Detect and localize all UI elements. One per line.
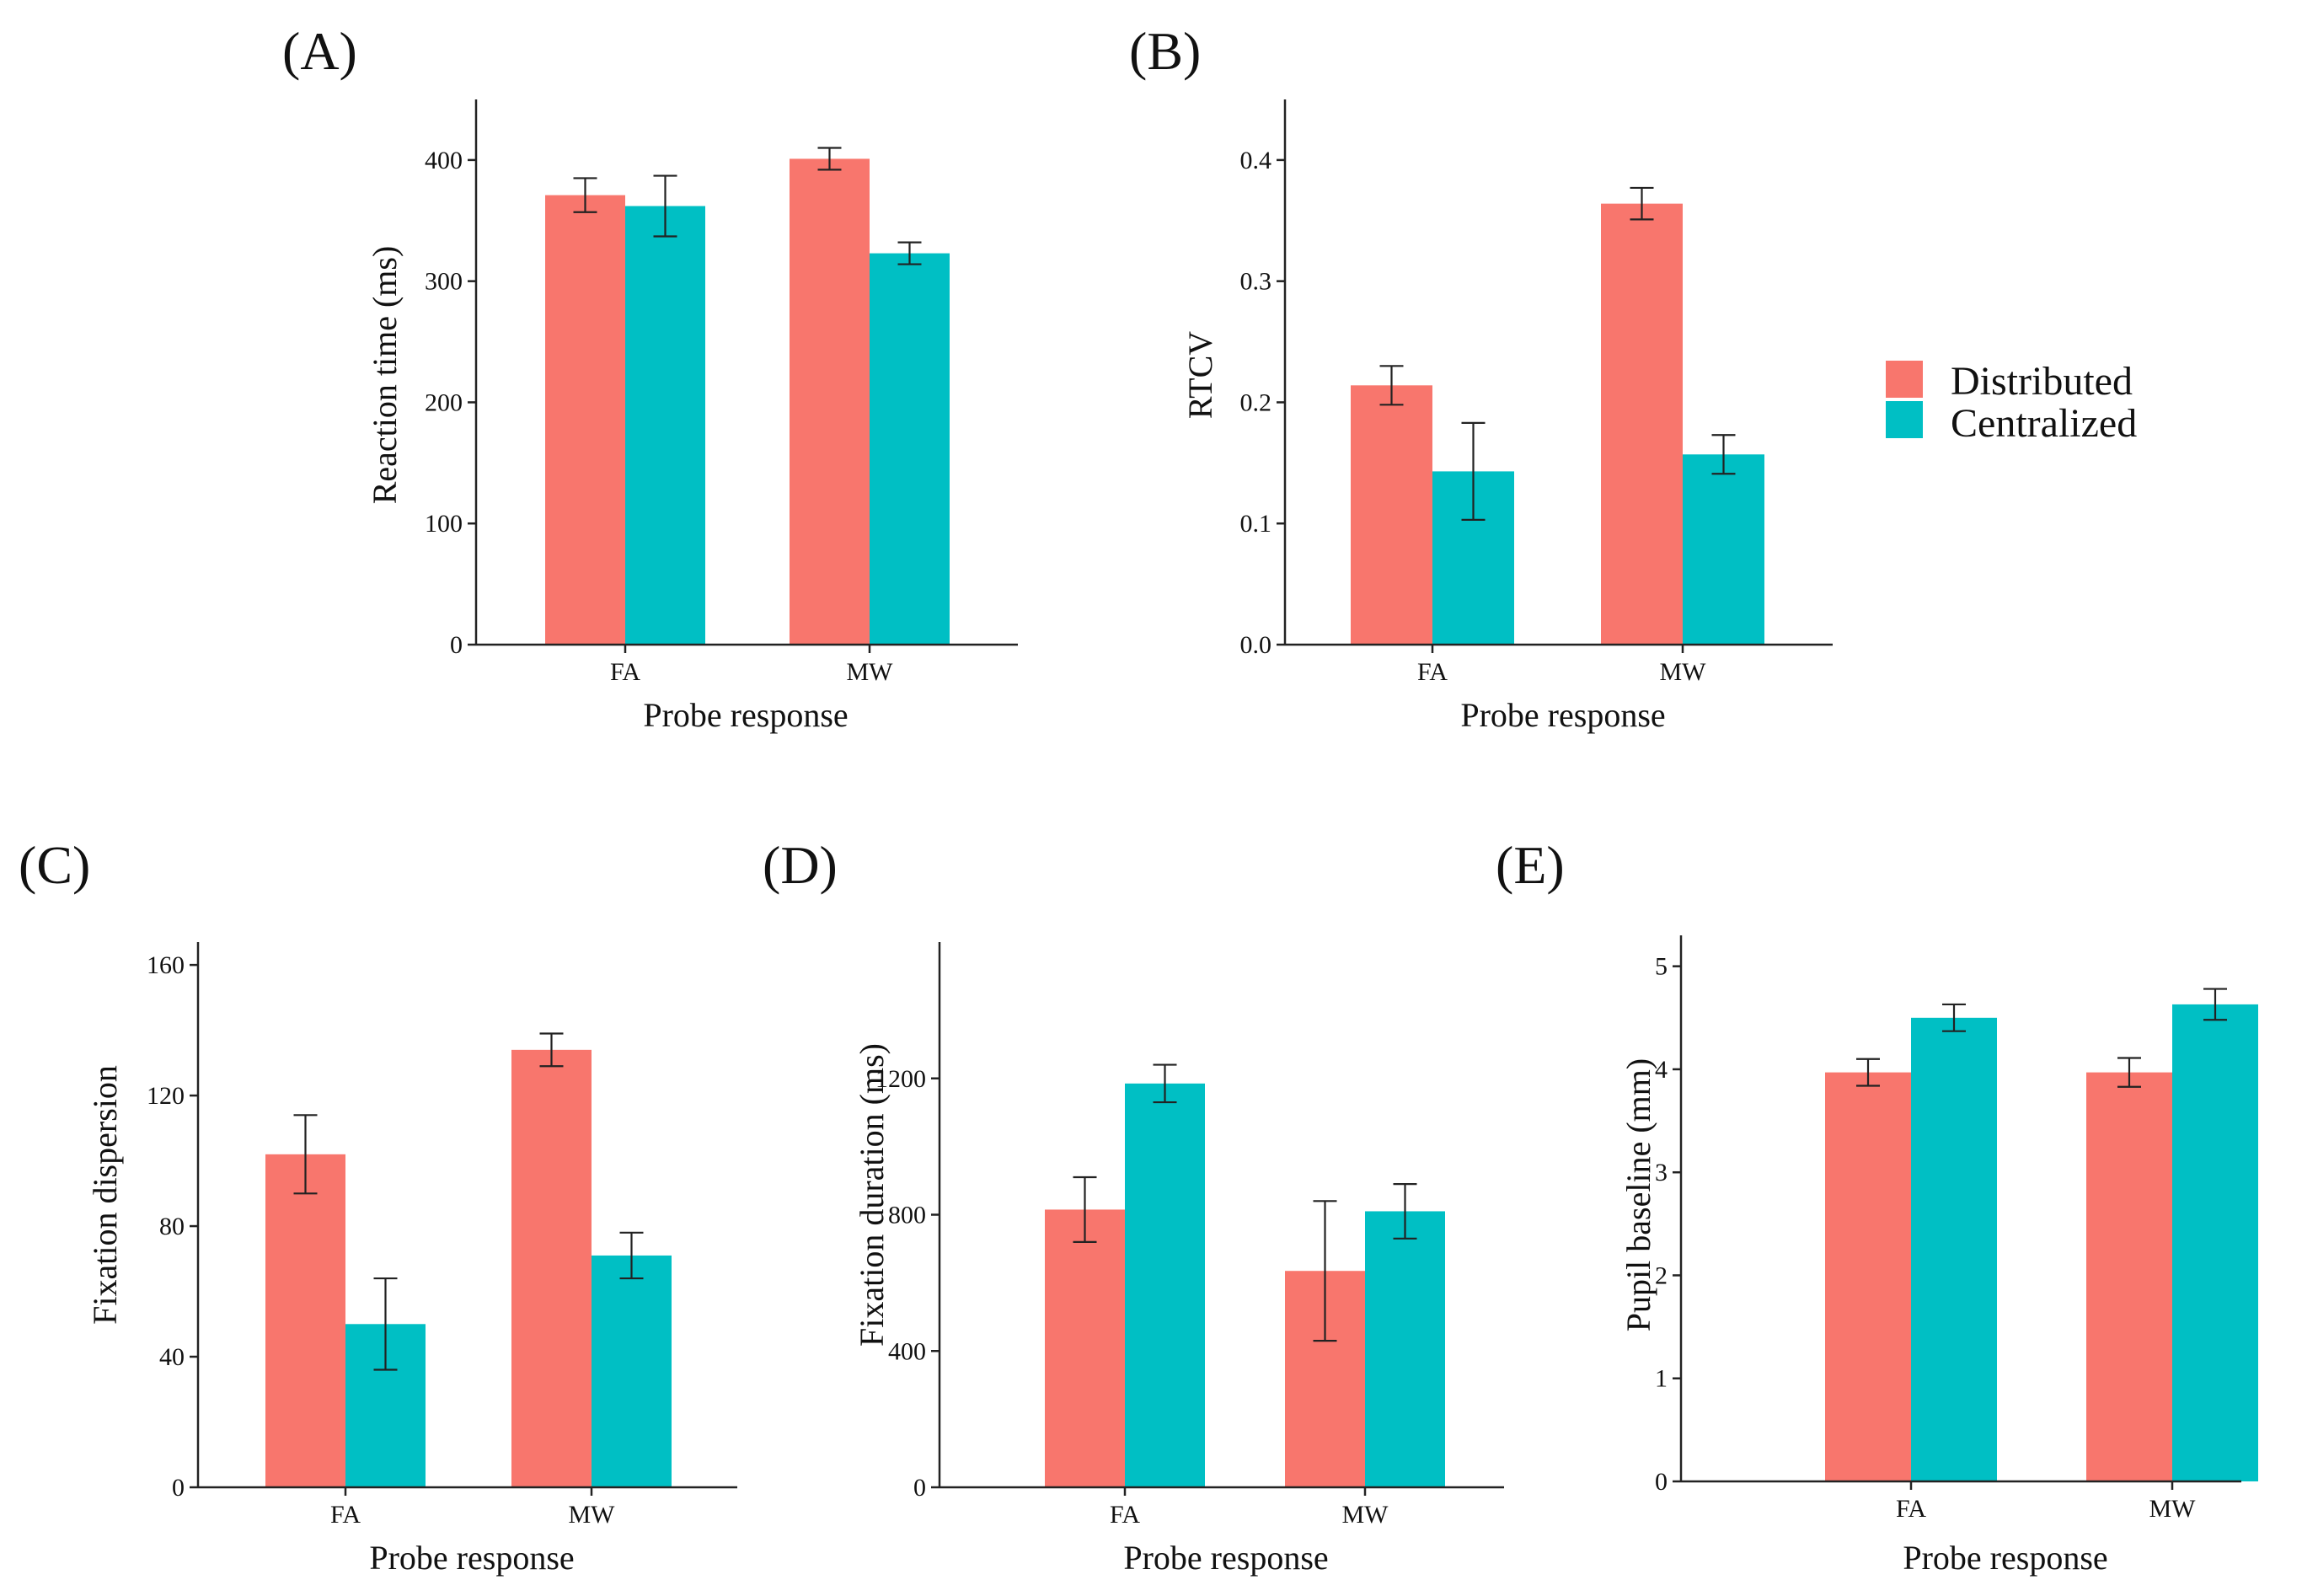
panel-e-x-axis-title: Probe response <box>1903 1539 2107 1577</box>
panel-c-x-tick-label-fa: FA <box>330 1501 361 1529</box>
legend-swatch-distributed <box>1886 361 1923 398</box>
panel-a-bar-distributed-mw <box>790 158 870 645</box>
panel-c-label: (C) <box>19 835 90 895</box>
panel-b-label: (B) <box>1129 21 1201 81</box>
panel-d: (D) Probe response Fixation duration (ms… <box>763 835 1504 1577</box>
panel-b-y-tick-label: 0.0 <box>1240 631 1272 659</box>
panel-e-x-tick-label-mw: MW <box>2149 1495 2197 1523</box>
panel-b-bar-distributed-fa <box>1351 385 1432 645</box>
panel-b-y-tick-label: 0.3 <box>1240 268 1272 296</box>
panel-c-bar-centralized-mw <box>592 1255 672 1487</box>
panel-c-y-tick-label: 120 <box>147 1082 185 1110</box>
panel-c-y-tick-label: 40 <box>159 1343 185 1371</box>
panel-a-y-tick-label: 200 <box>425 388 463 416</box>
panel-d-y-tick-label: 0 <box>913 1474 926 1502</box>
panel-a-x-tick-label-mw: MW <box>847 658 894 686</box>
panel-c-bar-distributed-fa <box>265 1154 345 1487</box>
panel-b-bar-distributed-mw <box>1601 203 1683 645</box>
panel-e-y-tick-label: 3 <box>1655 1159 1668 1186</box>
panel-c-x-tick-label-mw: MW <box>569 1501 616 1529</box>
panel-e-y-tick-label: 0 <box>1655 1468 1668 1496</box>
panel-d-y-tick-label: 800 <box>888 1202 926 1229</box>
panel-a-y-tick-label: 400 <box>425 147 463 174</box>
panel-e-x-tick-label-fa: FA <box>1896 1495 1926 1523</box>
panel-a-x-axis-title: Probe response <box>643 696 848 734</box>
panel-c-x-axis-title: Probe response <box>369 1539 574 1577</box>
panel-d-x-tick-label-fa: FA <box>1110 1501 1140 1529</box>
legend: Distributed Centralized <box>1886 359 2137 446</box>
legend-label-centralized: Centralized <box>1951 401 2137 446</box>
legend-label-distributed: Distributed <box>1951 359 2133 404</box>
panel-d-x-axis-title: Probe response <box>1123 1539 1328 1577</box>
panel-d-label: (D) <box>763 835 838 895</box>
panel-d-x-tick-label-mw: MW <box>1342 1501 1389 1529</box>
panel-c-bar-distributed-mw <box>511 1049 592 1487</box>
panel-a-y-axis-title: Reaction time (ms) <box>366 246 404 505</box>
panel-d-bar-distributed-fa <box>1045 1209 1125 1487</box>
panel-b-y-tick-label: 0.2 <box>1240 388 1272 416</box>
panel-e-bar-centralized-mw <box>2172 1004 2258 1481</box>
legend-swatch-centralized <box>1886 401 1923 438</box>
panel-a-y-tick-label: 300 <box>425 268 463 296</box>
panel-b-y-axis-title: RTCV <box>1181 331 1219 419</box>
panel-e-label: (E) <box>1496 835 1565 895</box>
panel-a-bar-centralized-mw <box>870 253 950 645</box>
panel-d-y-tick-label: 1200 <box>875 1065 926 1093</box>
panel-a-bar-distributed-fa <box>545 195 625 645</box>
panel-b-x-tick-label-fa: FA <box>1417 658 1448 686</box>
panel-a-x-tick-label-fa: FA <box>610 658 640 686</box>
panel-e-y-tick-label: 1 <box>1655 1365 1668 1393</box>
panel-d-y-tick-label: 400 <box>888 1337 926 1365</box>
panel-a-y-tick-label: 100 <box>425 510 463 538</box>
panel-b-y-tick-label: 0.1 <box>1240 510 1272 538</box>
panel-c-y-tick-label: 0 <box>172 1474 185 1502</box>
panel-e-bar-centralized-fa <box>1911 1017 1997 1481</box>
panel-b-x-tick-label-mw: MW <box>1660 658 1707 686</box>
panel-d-bar-centralized-fa <box>1125 1083 1205 1487</box>
panel-e: (E) Probe response Pupil baseline (mm) 0… <box>1496 835 2258 1577</box>
panel-b-bar-centralized-mw <box>1683 454 1764 645</box>
panel-d-bar-centralized-mw <box>1365 1211 1445 1487</box>
panel-c: (C) Probe response Fixation dispersion 0… <box>19 835 737 1577</box>
panel-b-x-axis-title: Probe response <box>1460 696 1665 734</box>
panel-a-bar-centralized-fa <box>625 206 705 645</box>
panel-e-bar-distributed-fa <box>1825 1072 1911 1481</box>
panel-e-bar-distributed-mw <box>2086 1072 2172 1481</box>
panel-a: (A) Probe response Reaction time (ms) 0 1… <box>282 21 1018 734</box>
panel-a-y-tick-label: 0 <box>450 631 463 659</box>
panel-c-y-axis-title: Fixation dispersion <box>86 1065 124 1325</box>
panel-e-y-tick-label: 5 <box>1655 953 1668 981</box>
panel-e-y-tick-label: 2 <box>1655 1261 1668 1289</box>
panel-b-y-tick-label: 0.4 <box>1240 147 1272 174</box>
panel-c-y-tick-label: 80 <box>159 1213 185 1240</box>
panel-e-y-tick-label: 4 <box>1655 1056 1668 1084</box>
panel-b: (B) Probe response RTCV 0.0 0.1 0.2 0.3 0.4 F… <box>1129 21 1833 734</box>
panel-e-y-axis-title: Pupil baseline (mm) <box>1619 1058 1657 1331</box>
panel-a-label: (A) <box>282 21 357 81</box>
panel-d-y-axis-title: Fixation duration (ms) <box>853 1043 891 1347</box>
panel-c-y-tick-label: 160 <box>147 951 185 979</box>
